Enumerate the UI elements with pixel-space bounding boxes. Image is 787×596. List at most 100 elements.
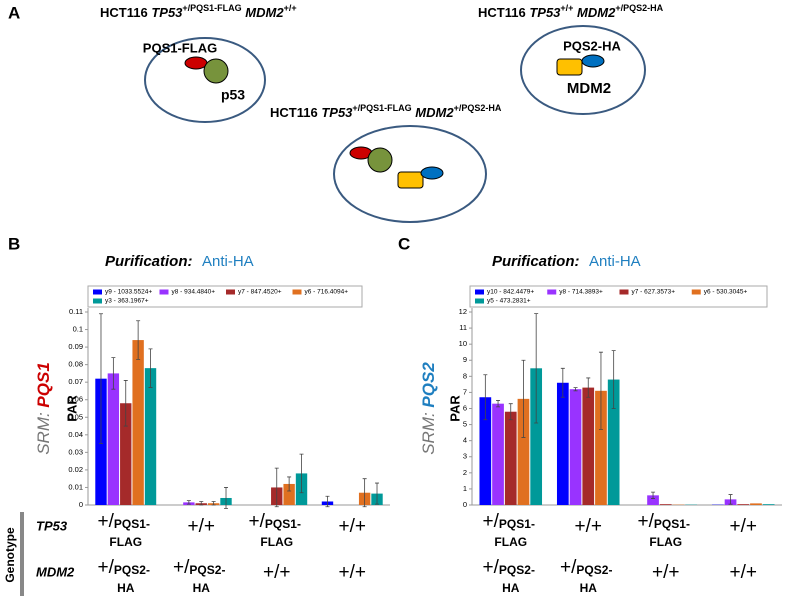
legend-swatch [226, 289, 235, 295]
y-axis-label: SRM: PQS1 [34, 362, 53, 455]
protein-label: PQS1-FLAG [143, 40, 217, 55]
error-bar [586, 377, 591, 398]
error-bar [186, 500, 191, 505]
purification: Anti-HA [589, 253, 641, 270]
genotype-sub: PQS1- [114, 517, 150, 531]
y-tick-label: 0.02 [68, 465, 83, 474]
genotype-main: +/ [98, 557, 115, 578]
genotype-sub: PQS1- [265, 517, 301, 531]
error-bar [362, 478, 367, 508]
y-tick-label: 12 [459, 307, 467, 316]
bar [582, 387, 595, 505]
legend-swatch [475, 289, 484, 295]
y-tick-label: 0.04 [68, 430, 83, 439]
error-bar [111, 357, 116, 390]
cell-ellipse [333, 125, 487, 223]
y-label-prefix: SRM: [34, 412, 53, 455]
genotype-main: +/ [483, 511, 500, 532]
allele: +/PQS1-FLAG [182, 3, 241, 13]
y-tick-label: 11 [459, 323, 467, 332]
cell-line: HCT116 [100, 5, 148, 20]
gene: MDM2 [577, 5, 616, 20]
legend-swatch [292, 289, 302, 295]
legend-label: y3 - 363.1967+ [105, 298, 149, 305]
purification: Anti-HA [202, 253, 254, 270]
genotype-cell: +/PQS2- [560, 557, 612, 578]
gene: MDM2 [245, 5, 284, 20]
error-bar [483, 374, 488, 421]
bar [569, 389, 582, 505]
legend-label: y8 - 934.4840+ [172, 289, 216, 296]
genotype-sub: PQS2- [576, 563, 612, 577]
legend-label: y7 - 627.3573+ [632, 289, 676, 296]
bar [517, 398, 530, 505]
allele: +/PQS2-HA [454, 103, 502, 113]
pqs2-tag [420, 166, 444, 180]
y-axis-label: SRM: PQS2 [419, 362, 438, 455]
genotype-cell: +/+ [730, 516, 757, 537]
bar [144, 368, 157, 505]
legend-swatch [93, 289, 102, 295]
error-bar [560, 367, 565, 398]
cell-ellipse [144, 37, 266, 123]
y-label-prefix: SRM: [419, 412, 438, 455]
error-bar [199, 501, 204, 506]
y-label-target: PQS2 [419, 362, 438, 408]
genotype-sub: FLAG [109, 535, 142, 549]
y-axis-title: PAR [447, 395, 462, 422]
y-tick-label: 0.05 [68, 412, 83, 421]
purification-label: Purification: [492, 253, 580, 270]
genotype-row: TP53 [36, 518, 68, 533]
purification-label: Purification: [105, 253, 193, 270]
error-bar [611, 350, 616, 409]
y-tick-label: 0.09 [68, 342, 83, 351]
gene: TP53 [321, 105, 353, 120]
error-bar [598, 351, 603, 430]
genotype-cell: +/+ [188, 516, 215, 537]
p53-shape [367, 147, 393, 173]
genotype-cell: +/+ [575, 516, 602, 537]
complex-title: HCT116 TP53+/PQS1-FLAG MDM2+/PQS2-HA [270, 103, 502, 120]
gene: TP53 [151, 5, 183, 20]
genotype-main: +/ [638, 511, 655, 532]
error-bar [573, 387, 578, 392]
y-tick-label: 0.06 [68, 395, 83, 404]
legend-label: y7 - 847.4520+ [238, 289, 282, 296]
legend-swatch [691, 289, 701, 295]
genotype-sub: PQS2- [114, 563, 150, 577]
y-tick-label: 8 [463, 371, 467, 380]
mdm2-shape [397, 171, 424, 189]
bar [607, 379, 620, 505]
bar [107, 373, 120, 505]
genotype-cell: +/+ [339, 516, 366, 537]
legend-swatch [547, 289, 557, 295]
y-axis-title: PAR [64, 395, 79, 422]
y-tick-label: 4 [463, 436, 467, 445]
complex-title: HCT116 TP53+/+ MDM2+/PQS2-HA [478, 3, 664, 20]
genotype-cell: +/PQS2- [98, 557, 150, 578]
protein-label: PQS2-HA [563, 38, 621, 53]
y-tick-label: 0.11 [69, 307, 83, 316]
y-tick-label: 1 [463, 484, 467, 493]
error-bar [651, 491, 656, 499]
error-bar [98, 313, 103, 444]
bar [504, 411, 517, 505]
cell-line: HCT116 [478, 5, 526, 20]
genotype-sub: HA [580, 581, 598, 595]
allele: +/+ [560, 3, 573, 13]
genotype-sub: HA [193, 581, 211, 595]
genotype-row: MDM2 [36, 564, 75, 579]
gene: TP53 [529, 5, 561, 20]
legend-label: y5 - 473.2831+ [487, 298, 531, 305]
genotype-cell: +/PQS2- [483, 557, 535, 578]
genotype-main: +/ [483, 557, 500, 578]
gene: MDM2 [415, 105, 454, 120]
legend-swatch [159, 289, 169, 295]
genotype-sub: FLAG [494, 535, 527, 549]
y-tick-label: 0.03 [68, 447, 83, 456]
bar [659, 504, 672, 505]
bar [132, 340, 144, 505]
bar [530, 368, 543, 505]
bar [120, 403, 132, 505]
bar [737, 504, 750, 505]
